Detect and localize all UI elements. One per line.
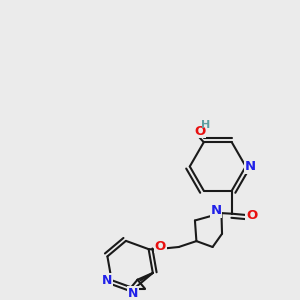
Text: O: O: [194, 125, 206, 138]
Text: N: N: [102, 274, 112, 287]
Text: N: N: [244, 160, 256, 173]
Text: H: H: [201, 120, 211, 130]
Text: N: N: [211, 204, 222, 217]
Text: N: N: [128, 287, 138, 300]
Text: O: O: [246, 209, 257, 222]
Text: O: O: [155, 240, 166, 253]
